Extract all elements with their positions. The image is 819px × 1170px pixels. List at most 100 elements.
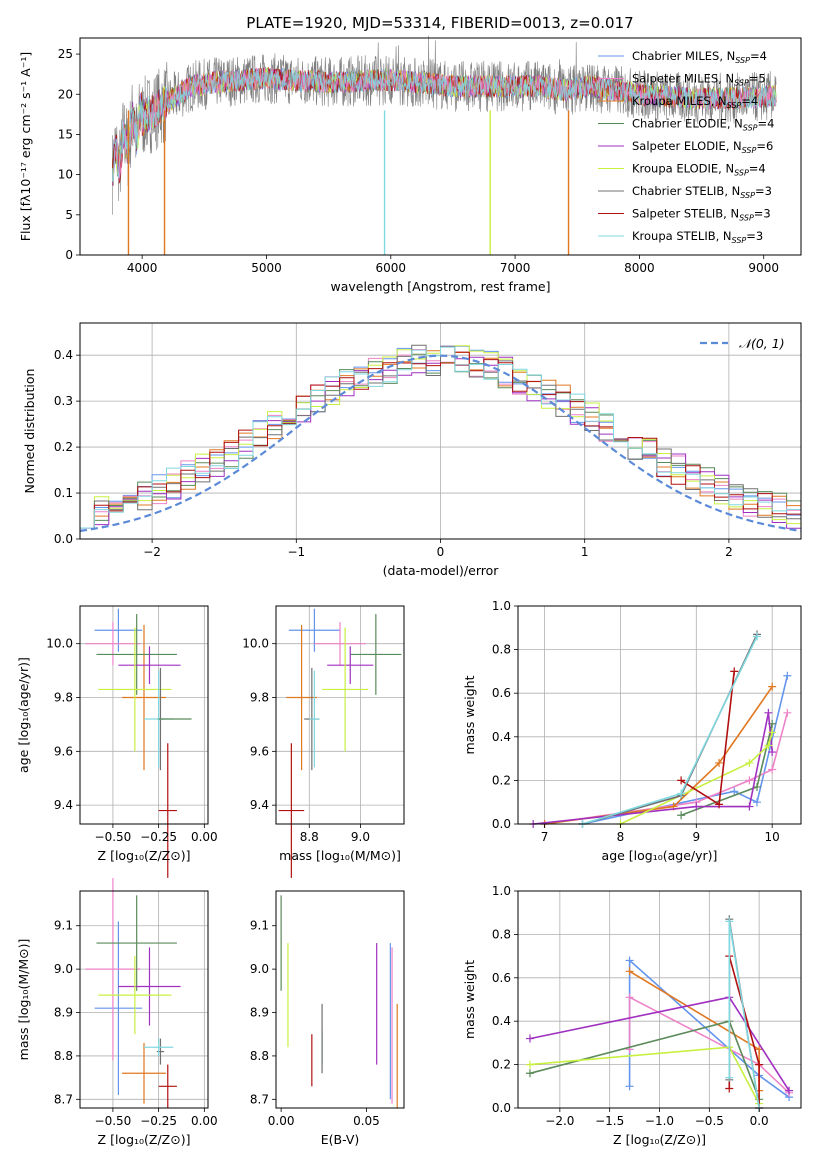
x-tick-label: 8 <box>617 830 625 844</box>
x-tick-label: 10 <box>765 830 780 844</box>
weight-marker <box>677 776 686 785</box>
weight-marker <box>745 802 754 811</box>
weight-marker <box>752 632 761 641</box>
legend-series-name: Chabrier ELODIE <box>632 117 727 131</box>
normal-reference-curve <box>79 354 802 532</box>
x-tick-label: 1 <box>581 545 589 559</box>
histogram-step-salpeter-stelib <box>80 351 801 529</box>
weight-marker <box>625 993 634 1002</box>
legend-label: Kroupa MILES, NSSP=4 <box>632 94 758 110</box>
x-tick-label: 7 <box>541 830 549 844</box>
weight-marker <box>752 798 761 807</box>
y-tick-label: 8.9 <box>54 1006 73 1020</box>
y-axis-label: mass weight <box>462 960 477 1039</box>
weight-marker <box>730 667 739 676</box>
legend-label: Kroupa STELIB, NSSP=3 <box>632 229 763 245</box>
y-tick-label: 0.6 <box>492 971 511 985</box>
axes-frame <box>79 37 802 256</box>
y-tick-label: 0.0 <box>492 1101 511 1115</box>
spectrum-line-kroupa-stelib <box>111 67 777 183</box>
weight-marker <box>768 765 777 774</box>
grid-layer <box>80 323 801 1109</box>
x-tick-label: 7000 <box>500 261 531 275</box>
axes-frame <box>79 605 209 825</box>
weight-line-chabrier-stelib <box>582 633 758 825</box>
x-tick-label: −0.50 <box>95 830 132 844</box>
legend-nssp-value: =3 <box>746 229 763 243</box>
weight-marker <box>525 1069 534 1078</box>
x-axis-label: E(B-V) <box>321 1132 360 1147</box>
y-tick-label: 10.0 <box>242 637 269 651</box>
weight-marker <box>677 811 686 820</box>
y-axis-label: Flux [fλ10⁻¹⁷ erg cm⁻² s⁻¹ A⁻¹] <box>18 52 33 241</box>
legend-nssp-subscript: SSP <box>734 79 749 88</box>
weight-marker <box>725 917 734 926</box>
y-tick-label: 8.8 <box>54 1049 73 1063</box>
y-tick-label: 0.2 <box>492 773 511 787</box>
legend-series-name: Salpeter MILES <box>632 72 718 86</box>
x-tick-label: −2.0 <box>545 1114 574 1128</box>
y-tick-label: 1.0 <box>492 884 511 898</box>
weight-marker <box>783 708 792 717</box>
x-tick-label: −1 <box>287 545 305 559</box>
y-tick-label: 0.6 <box>492 686 511 700</box>
weight-marker <box>715 800 724 809</box>
legend-nssp-subscript: SSP <box>727 101 742 110</box>
weight-marker <box>625 1082 634 1091</box>
legend-nssp-subscript: SSP <box>742 146 757 155</box>
legend-series-name: Chabrier STELIB <box>632 184 724 198</box>
x-tick-label: 9 <box>692 830 700 844</box>
x-axis-label: mass [log₁₀(M/M⊙)] <box>279 848 401 863</box>
legend-nssp-subscript: SSP <box>732 236 747 245</box>
weight-marker <box>768 682 777 691</box>
histogram-step-kroupa-stelib <box>80 346 801 529</box>
weight-marker <box>745 758 754 767</box>
y-tick-label: 0.4 <box>492 1014 511 1028</box>
text-layer: PLATE=1920, MJD=53314, FIBERID=0013, z=0… <box>16 14 785 1147</box>
axes-frame <box>275 890 405 1109</box>
x-axis-label: age [log₁₀(age/yr)] <box>602 848 718 863</box>
legend-nssp-value: =3 <box>755 184 772 198</box>
legend-series-name: Chabrier MILES <box>632 49 719 63</box>
legend-nssp-prefix: , N <box>718 162 734 176</box>
x-tick-label: 0.05 <box>353 1114 380 1128</box>
x-axis-label: Z [log₁₀(Z/Z⊙)] <box>613 1132 706 1147</box>
weight-marker <box>725 1084 734 1093</box>
x-axis-label: Z [log₁₀(Z/Z⊙)] <box>98 848 191 863</box>
legend-label: Chabrier MILES, NSSP=4 <box>632 49 767 65</box>
weight-marker <box>785 1086 794 1095</box>
weight-line-kroupa-miles <box>544 686 773 825</box>
weight-marker <box>755 1060 764 1069</box>
weight-marker <box>525 1034 534 1043</box>
weight-marker <box>764 741 773 750</box>
legend-nssp-value: =4 <box>749 162 766 176</box>
legend-series-name: Kroupa STELIB <box>632 229 716 243</box>
legend-label: Salpeter MILES, NSSP=5 <box>632 72 766 88</box>
legend-nssp-subscript: SSP <box>743 124 758 133</box>
weight-marker <box>625 956 634 965</box>
x-tick-label: 0 <box>437 545 445 559</box>
y-tick-label: 9.6 <box>250 744 269 758</box>
legend-nssp-value: =6 <box>756 139 773 153</box>
y-tick-label: 8.7 <box>250 1092 269 1106</box>
legend-nssp-prefix: , N <box>723 207 739 221</box>
x-tick-label: 9000 <box>748 261 779 275</box>
x-tick-label: −1.0 <box>645 1114 674 1128</box>
x-axis-label: wavelength [Angstrom, rest frame] <box>330 279 550 294</box>
y-tick-label: 9.8 <box>250 691 269 705</box>
legend-label: Chabrier ELODIE, NSSP=4 <box>632 117 774 133</box>
legend-nssp-subscript: SSP <box>740 191 755 200</box>
x-axis-label: (data-model)/error <box>383 563 500 578</box>
y-tick-label: 10 <box>58 168 73 182</box>
y-tick-label: 9.4 <box>250 798 269 812</box>
weight-marker <box>768 728 777 737</box>
weight-marker <box>692 802 701 811</box>
weight-marker <box>752 782 761 791</box>
x-tick-label: 5000 <box>251 261 282 275</box>
x-tick-label: −0.25 <box>140 1114 177 1128</box>
legend-nssp-value: =4 <box>750 49 767 63</box>
x-tick-label: 8.8 <box>300 830 319 844</box>
legend-nssp-prefix: , N <box>711 94 727 108</box>
y-tick-label: 0.0 <box>54 532 73 546</box>
